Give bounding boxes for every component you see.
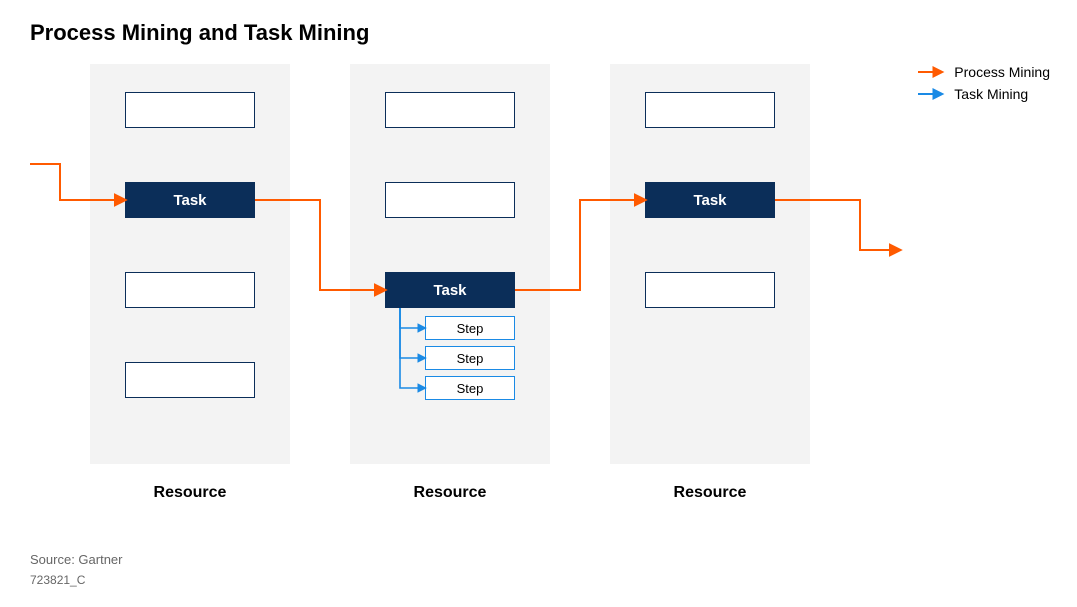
resource-column: Task [610, 64, 810, 464]
task-box: Task [385, 272, 515, 308]
resource-label: Resource [610, 484, 810, 502]
arrow-right-icon [918, 65, 946, 79]
resource-column: Task [90, 64, 290, 464]
source-label: Source: Gartner [30, 552, 1047, 567]
empty-box [125, 362, 255, 398]
legend-process-label: Process Mining [954, 64, 1050, 80]
legend-task: Task Mining [918, 86, 1050, 102]
legend-task-label: Task Mining [954, 86, 1028, 102]
empty-box [645, 92, 775, 128]
empty-box [385, 92, 515, 128]
empty-box [125, 272, 255, 308]
step-box: Step [425, 376, 515, 400]
resource-label: Resource [350, 484, 550, 502]
empty-box [645, 272, 775, 308]
diagram-canvas: Task Resource Task Step Step Step Resource Task… [30, 64, 1050, 544]
diagram-title: Process Mining and Task Mining [30, 20, 1047, 46]
legend-process: Process Mining [918, 64, 1050, 80]
resource-label: Resource [90, 484, 290, 502]
task-box: Task [645, 182, 775, 218]
arrow-right-icon [918, 87, 946, 101]
step-box: Step [425, 316, 515, 340]
task-box: Task [125, 182, 255, 218]
legend: Process Mining Task Mining [918, 64, 1050, 108]
step-box: Step [425, 346, 515, 370]
figure-id: 723821_C [30, 573, 1047, 587]
empty-box [385, 182, 515, 218]
resource-column: Task Step Step Step [350, 64, 550, 464]
empty-box [125, 92, 255, 128]
